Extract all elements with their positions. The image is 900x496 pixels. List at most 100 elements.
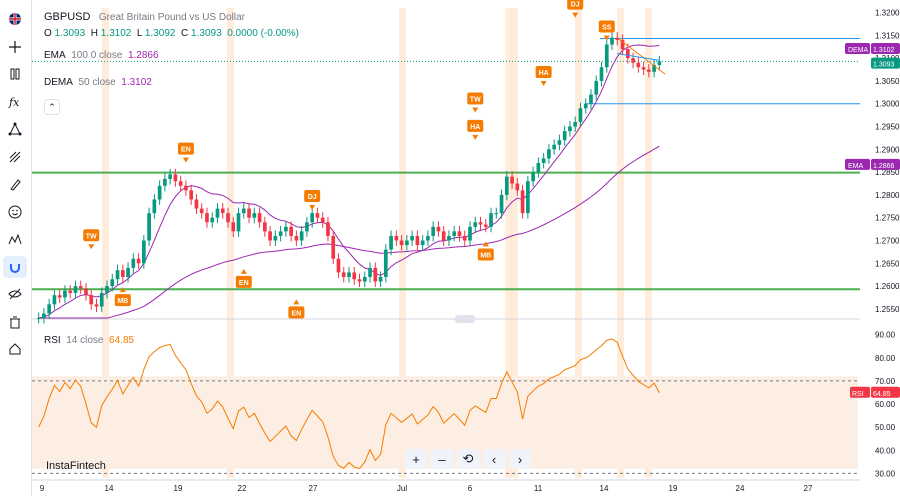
scroll-left-button[interactable]: ‹ [483,449,505,469]
signal-tag-label: HA [470,124,480,131]
candle-body [184,185,188,191]
price-tick-label: 1.3000 [875,100,900,109]
close-value: 1.3093 [191,28,222,39]
candle-body [415,235,420,246]
candle-body [52,295,57,305]
zoom-controls: + – ⟲ ‹ › [405,449,531,469]
candle-body [625,49,630,59]
candle-body [257,213,262,223]
dema-50-line [38,44,660,319]
smile-icon[interactable] [3,201,27,223]
price-tick-label: 1.3050 [875,77,900,86]
collapse-legend-button[interactable]: ⌃ [44,99,60,115]
candle-body [168,174,172,179]
time-tick-label: 14 [600,484,609,493]
signal-tag-box [567,0,584,10]
nodes-icon[interactable] [3,118,27,140]
price-badge-bg [871,158,900,170]
signal-band [617,8,624,478]
candle-body [310,213,315,223]
candle-body [652,64,656,72]
candle-body [247,208,251,218]
rsi-legend[interactable]: RSI 14 close 64.85 [44,335,134,346]
candle-body [504,176,509,195]
signal-bands [32,8,858,478]
ema-100-line [38,145,660,319]
candle-body [599,67,604,81]
crosshair-icon[interactable] [3,36,27,58]
signal-arrow-down [309,205,316,211]
reset-button[interactable]: ⟲ [457,449,479,469]
candle-body [426,235,430,241]
zigzag-icon[interactable] [3,228,27,250]
candle-body [610,37,614,45]
symbol-description: Great Britain Pound vs US Dollar [98,12,245,23]
signal-band [505,8,512,478]
home-icon[interactable] [3,338,27,360]
signal-tag-box [467,119,484,132]
candle-body [631,58,635,63]
candle-body [131,258,136,268]
signal-tag-box [114,294,131,307]
candle-body [494,213,499,215]
candle-body [557,140,562,145]
pane-resize-handle[interactable] [455,315,475,323]
zoom-out-button[interactable]: – [431,449,453,469]
price-badge-name: EMA [848,163,864,170]
brush-icon[interactable] [3,173,27,195]
measure-icon[interactable] [3,146,27,168]
candle-body [520,190,525,214]
signal-tag: SS [598,20,615,41]
rsi-value: 64.85 [109,335,135,346]
price-badge-value: 1.2866 [873,163,895,170]
candle-body [226,213,230,223]
open-value: 1.3093 [54,28,86,39]
candle-body [620,39,625,50]
eye-off-icon[interactable] [3,283,27,305]
ema-line [38,44,660,319]
candle-body [73,286,78,293]
time-tick-label: 27 [804,484,813,493]
ohlc-legend: O 1.3093 H 1.3102 L 1.3092 C 1.3093 0.00… [44,28,299,39]
candle-body [173,174,178,182]
brand-logo: InstaFintech [46,460,106,472]
candle-body [163,178,167,186]
signal-band [227,8,234,478]
scroll-right-button[interactable]: › [509,449,531,469]
candle-body [541,158,546,163]
signal-tag-label: DJ [308,194,317,201]
signal-tag-label: EN [292,310,302,317]
signal-band [511,8,518,478]
candle-body [357,279,362,282]
fx-icon[interactable]: ƒx [3,91,27,113]
candle-body [305,222,309,232]
trash-icon[interactable] [3,311,27,333]
candle-body [84,288,88,296]
candle-body [141,240,146,264]
signal-arrow-down [182,157,189,163]
text-icon[interactable] [3,63,27,85]
candle-body [42,313,46,318]
dema-legend[interactable]: DEMA 50 close 1.3102 [44,77,152,88]
rsi-params: 14 close [66,335,104,346]
candle-body [336,258,341,273]
flag-icon[interactable] [3,8,27,30]
magnet-icon[interactable] [3,256,27,278]
zoom-in-button[interactable]: + [405,449,427,469]
time-tick-label: 19 [174,484,183,493]
ema-legend[interactable]: EMA 100 0 close 1.2866 [44,50,159,61]
signal-tag-label: HA [539,70,549,77]
signal-arrow-down [603,35,610,41]
time-tick-label: 27 [309,484,318,493]
candle-body [562,131,567,141]
signal-band [645,8,652,478]
candle-body [583,103,588,109]
candle-body [373,267,378,282]
signal-tag-box [177,142,194,155]
signal-tag: TW [83,229,100,250]
signal-arrow-down [472,134,479,140]
candle-body [462,235,467,241]
price-tick-label: 1.2700 [875,237,900,246]
candle-body [452,231,457,236]
